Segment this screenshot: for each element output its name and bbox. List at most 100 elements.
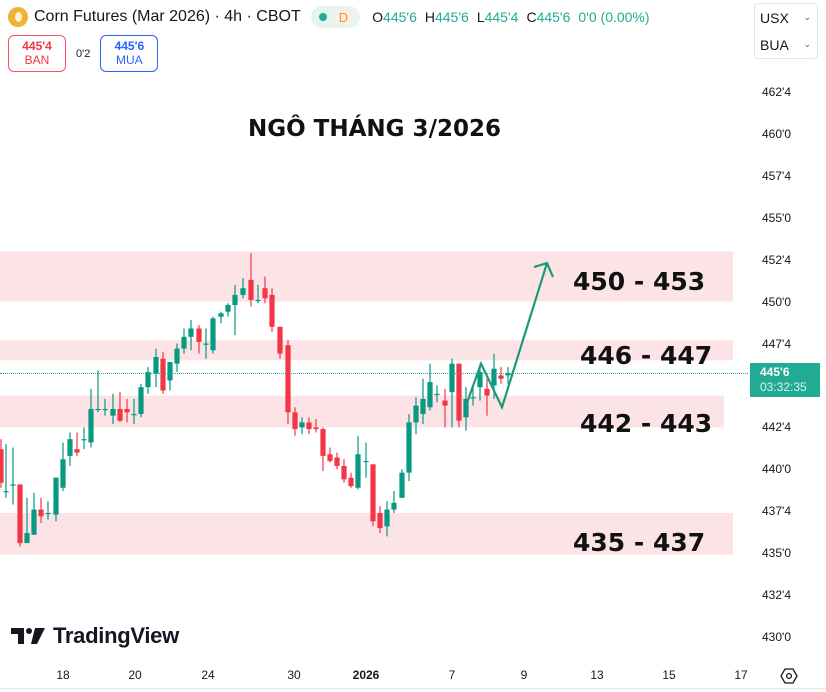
logo-text: TradingView [53, 623, 179, 648]
candle [299, 417, 305, 435]
corn-symbol-icon [8, 7, 28, 27]
x-tick-label: 17 [734, 668, 748, 682]
currency-unit-selector: USX ⌄ BUA ⌄ [754, 3, 818, 59]
projection-arrow[interactable] [464, 262, 549, 411]
candle [420, 378, 426, 425]
spread-value: 0'2 [76, 47, 91, 60]
y-tick-label: 452'4 [762, 252, 791, 267]
candle [117, 392, 123, 423]
arrow-head-icon [533, 261, 555, 278]
x-tick-label: 18 [56, 668, 70, 682]
ohlc-change: 0'0 (0.00%) [578, 9, 650, 25]
candle [74, 432, 80, 456]
candle [463, 387, 469, 431]
market-open-dot-icon [318, 13, 327, 21]
currency-dropdown[interactable]: USX ⌄ [760, 9, 811, 26]
candle [95, 370, 101, 413]
settings-icon[interactable] [780, 667, 798, 685]
symbol-header: Corn Futures (Mar 2026) · 4h · CBOT D O4… [0, 0, 650, 34]
bar-countdown: 03:32:35 [760, 379, 807, 394]
candle [145, 367, 151, 394]
tradingview-logo[interactable]: TradingView [11, 623, 179, 649]
candle [181, 328, 187, 354]
candle [477, 363, 483, 401]
y-tick-label: 440'0 [762, 462, 791, 477]
y-tick-label: 455'0 [762, 210, 791, 225]
candle [60, 442, 66, 492]
buy-price: 445'6 [114, 39, 145, 54]
candle [262, 276, 268, 304]
candle [38, 497, 44, 523]
candle [124, 398, 130, 423]
candle [456, 363, 462, 428]
candle [277, 326, 283, 359]
candle [153, 348, 159, 388]
candle [320, 427, 326, 472]
zone-label: 450 - 453 [573, 267, 706, 296]
zone-label: 435 - 437 [573, 528, 706, 557]
x-tick-label: 15 [662, 668, 676, 682]
current-price-line [0, 372, 748, 374]
delayed-data-badge: D [334, 9, 353, 25]
chart-title: NGÔ THÁNG 3/2026 [248, 116, 501, 142]
candle [3, 444, 9, 498]
candle [442, 388, 448, 428]
candle [174, 343, 180, 373]
candle [24, 497, 30, 544]
candle [10, 447, 16, 505]
tradingview-logo-icon [11, 628, 45, 644]
candle [377, 506, 383, 534]
candle [203, 328, 209, 359]
price-zone [0, 251, 733, 302]
candle [370, 464, 376, 527]
candle [334, 452, 340, 470]
bottom-border [0, 688, 826, 689]
candle [248, 252, 254, 307]
candle [363, 442, 369, 478]
candle [188, 320, 194, 351]
y-tick-label: 462'4 [762, 85, 791, 99]
candle [470, 387, 476, 406]
candle [384, 501, 390, 537]
candle [88, 388, 94, 448]
candle [399, 469, 405, 498]
x-tick-label: 7 [448, 668, 456, 682]
current-price-value: 445'6 [760, 364, 790, 379]
sell-price: 445'4 [22, 39, 52, 54]
candle [355, 435, 361, 490]
y-tick-label: 437'4 [762, 504, 791, 519]
x-tick-label: 13 [590, 668, 604, 682]
symbol-title[interactable]: Corn Futures (Mar 2026) · 4h · CBOT [34, 8, 301, 25]
ohlc-close: C445'6 [526, 9, 571, 25]
y-tick-label: 432'4 [762, 588, 791, 603]
candle [232, 284, 238, 336]
candle [449, 358, 455, 428]
candle [306, 417, 312, 435]
sell-button[interactable]: 445'4 BAN [8, 35, 66, 72]
x-tick-label: 9 [520, 668, 528, 682]
ohlc-high: H445'6 [424, 9, 469, 25]
chevron-down-icon: ⌄ [803, 12, 811, 22]
candle [131, 398, 137, 425]
buy-button[interactable]: 445'6 MUA [100, 35, 159, 72]
y-tick-label: 442'4 [762, 420, 791, 435]
x-tick-label: 20 [128, 668, 142, 682]
ohlc-open: O445'6 [372, 9, 417, 25]
candle [406, 413, 412, 482]
unit-dropdown[interactable]: BUA ⌄ [760, 36, 811, 53]
candle [285, 340, 291, 425]
y-tick-label: 430'0 [762, 630, 791, 645]
x-tick-label: 24 [201, 668, 215, 682]
candle [67, 432, 73, 466]
y-tick-label: 435'0 [762, 546, 791, 561]
candle [167, 361, 173, 391]
zone-label: 442 - 443 [580, 409, 713, 438]
candle [269, 288, 275, 332]
candle [255, 284, 261, 304]
y-tick-label: 460'0 [762, 126, 791, 141]
chevron-down-icon: ⌄ [803, 39, 811, 49]
market-status-pill[interactable]: D [310, 6, 361, 28]
y-tick-label: 447'4 [762, 336, 791, 351]
